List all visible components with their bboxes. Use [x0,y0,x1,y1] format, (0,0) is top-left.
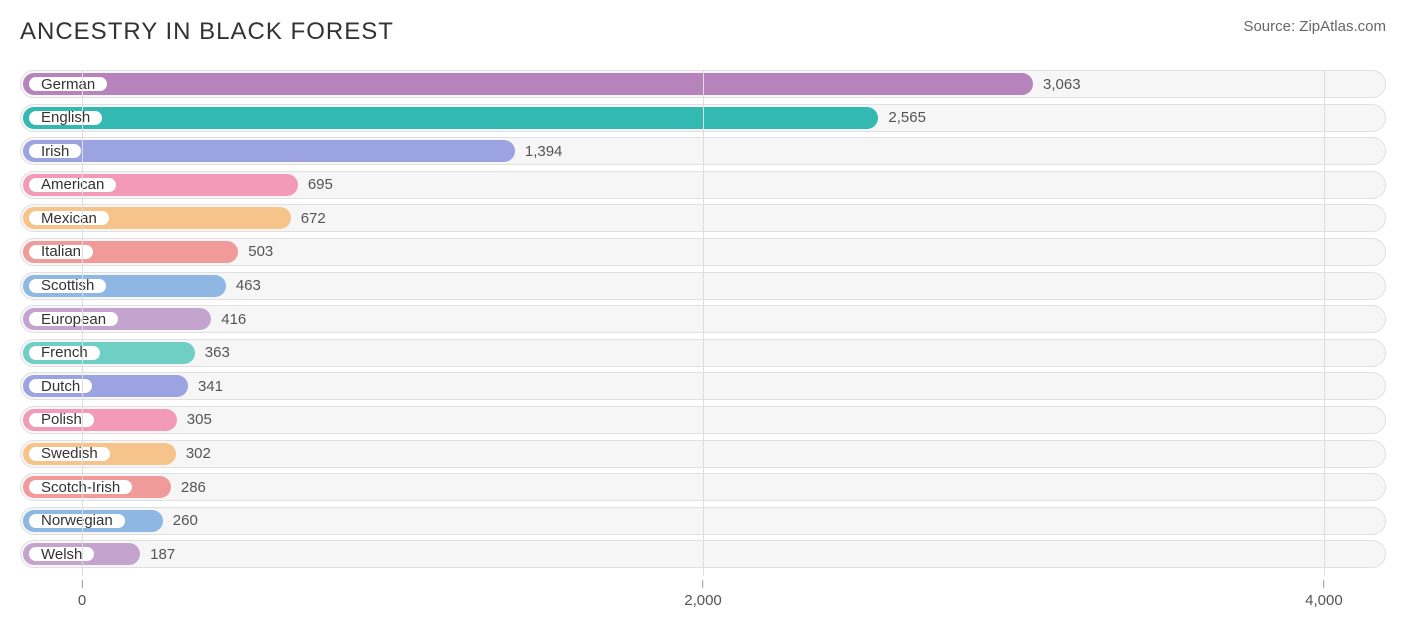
bar-fill [23,73,1033,95]
bar-category-label: Mexican [41,210,97,227]
bar-value-label: 363 [195,339,230,367]
bar-category-label: Welsh [41,546,82,563]
bar-fill [23,107,878,129]
bar-category-pill: Scotch-Irish [27,478,134,496]
bar-category-pill: Swedish [27,445,112,463]
bar-value-label: 416 [211,305,246,333]
bar-category-pill: French [27,344,102,362]
bar-value-label: 695 [298,171,333,199]
chart-area: German 3,063 English 2,565 Irish 1,394 America… [20,70,1386,610]
bar-category-pill: Italian [27,243,95,261]
gridline [1324,70,1325,576]
tick-mark [1323,580,1324,588]
bar-value-label: 2,565 [878,104,926,132]
bar-category-pill: Polish [27,411,96,429]
gridline [703,70,704,576]
bar-category-label: Italian [41,243,81,260]
bar-fill [23,140,515,162]
bar-category-label: Irish [41,143,69,160]
bar-value-label: 3,063 [1033,70,1081,98]
bar-value-label: 1,394 [515,137,563,165]
bar-value-label: 672 [291,204,326,232]
bar-value-label: 286 [171,473,206,501]
tick-label: 2,000 [684,592,722,609]
bar-category-label: Polish [41,411,82,428]
bar-category-pill: German [27,75,109,93]
bar-value-label: 341 [188,372,223,400]
bar-category-pill: Dutch [27,377,94,395]
bar-value-label: 503 [238,238,273,266]
bar-category-label: Norwegian [41,512,113,529]
bar-category-label: French [41,344,88,361]
bar-category-label: German [41,76,95,93]
bar-category-pill: Irish [27,142,83,160]
x-axis-tick: 4,000 [1305,580,1343,609]
tick-label: 0 [78,592,86,609]
chart-source: Source: ZipAtlas.com [1243,18,1386,35]
gridline [82,70,83,576]
x-axis-tick: 0 [78,580,86,609]
chart-header: ANCESTRY IN BLACK FOREST Source: ZipAtla… [20,18,1386,46]
bar-category-pill: Norwegian [27,512,127,530]
bar-value-label: 260 [163,507,198,535]
bar-category-pill: Welsh [27,545,96,563]
bar-category-label: Scotch-Irish [41,479,120,496]
tick-mark [82,580,83,588]
bar-category-pill: English [27,109,104,127]
bar-value-label: 302 [176,440,211,468]
bar-value-label: 463 [226,272,261,300]
bar-value-label: 187 [140,540,175,568]
bar-category-pill: Mexican [27,209,111,227]
bar-category-pill: Scottish [27,277,108,295]
x-axis: 0 2,000 4,000 [20,580,1386,610]
tick-label: 4,000 [1305,592,1343,609]
chart-title: ANCESTRY IN BLACK FOREST [20,18,394,46]
x-axis-tick: 2,000 [684,580,722,609]
bar-category-label: Swedish [41,445,98,462]
tick-mark [702,580,703,588]
bar-category-label: American [41,176,104,193]
bar-category-pill: American [27,176,118,194]
bar-category-label: Scottish [41,277,94,294]
bar-value-label: 305 [177,406,212,434]
bar-category-pill: European [27,310,120,328]
bar-category-label: Dutch [41,378,80,395]
bar-category-label: European [41,311,106,328]
